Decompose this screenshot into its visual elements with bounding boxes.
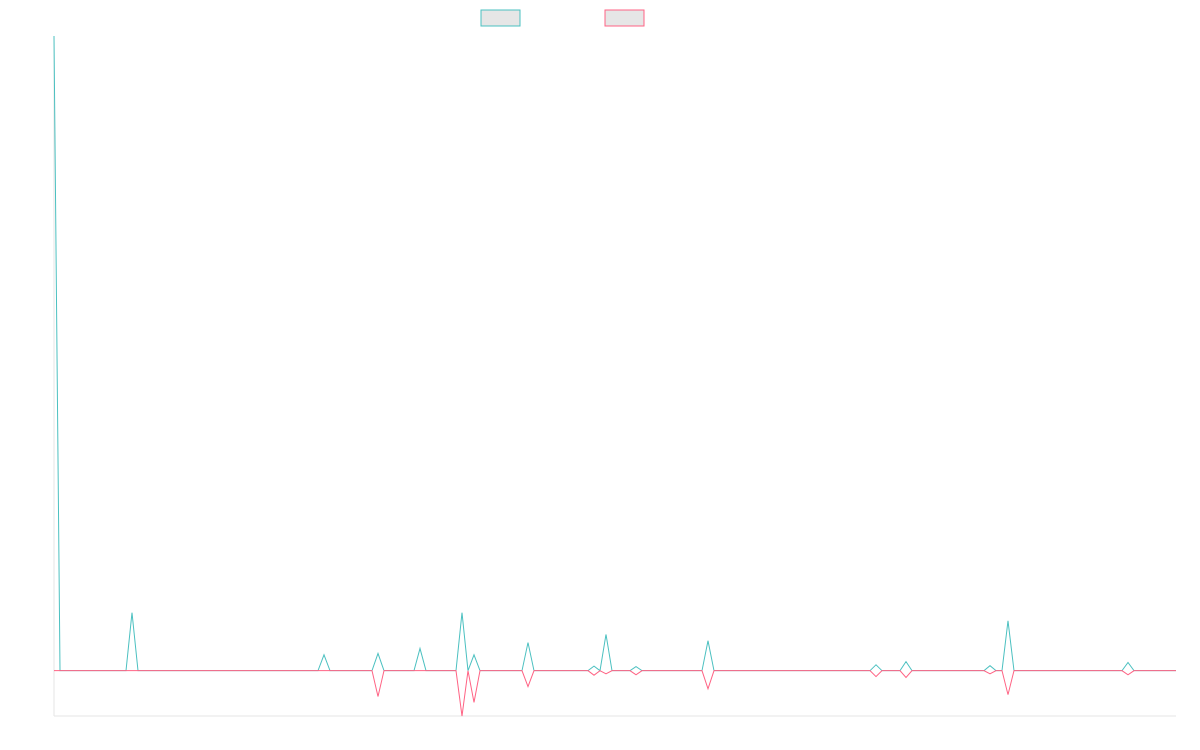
legend-swatch[interactable] (480, 9, 521, 27)
series-line (53, 35, 1176, 672)
series-line (54, 670, 1176, 717)
legend-swatch[interactable] (604, 9, 645, 27)
